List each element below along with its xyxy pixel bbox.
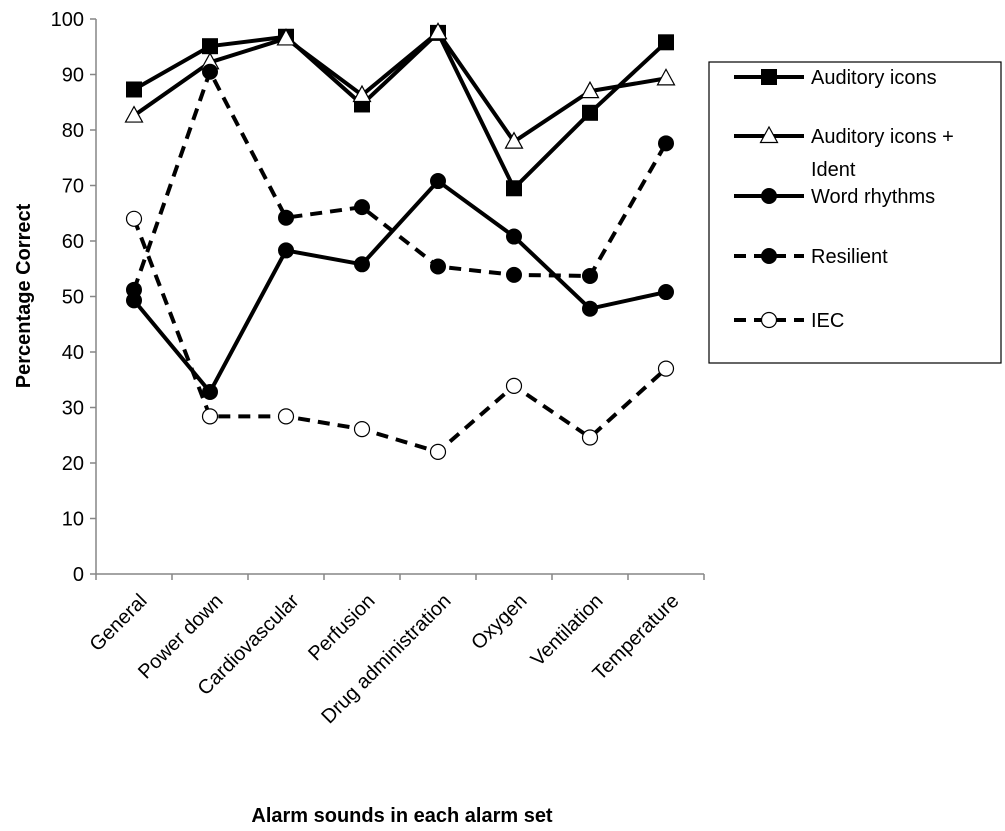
data-point bbox=[352, 84, 372, 103]
data-point bbox=[505, 377, 523, 394]
series-line bbox=[132, 69, 668, 291]
data-point bbox=[506, 180, 522, 197]
data-point bbox=[657, 360, 675, 377]
y-tick-label: 10 bbox=[62, 509, 84, 531]
series-2 bbox=[132, 30, 667, 144]
data-point bbox=[278, 242, 294, 259]
y-tick-label: 20 bbox=[62, 453, 84, 475]
data-point bbox=[428, 22, 448, 40]
x-axis-title: Alarm sounds in each alarm set bbox=[251, 805, 553, 827]
data-point bbox=[353, 421, 371, 438]
legend-label: Resilient bbox=[811, 246, 888, 268]
data-point bbox=[582, 300, 598, 317]
series-line bbox=[133, 30, 668, 191]
y-tick-label: 80 bbox=[62, 120, 84, 142]
series-4-markers bbox=[126, 63, 674, 298]
data-point bbox=[506, 228, 522, 245]
data-point bbox=[124, 105, 144, 123]
data-point bbox=[429, 443, 447, 460]
series-5 bbox=[132, 218, 668, 454]
data-point bbox=[125, 210, 143, 227]
series-line bbox=[132, 179, 667, 394]
y-tick-label: 50 bbox=[62, 287, 84, 309]
data-point bbox=[202, 38, 218, 55]
x-tick-label: Drug administration bbox=[317, 590, 455, 728]
legend-marker bbox=[759, 125, 779, 144]
data-point bbox=[582, 104, 598, 121]
y-tick-label: 30 bbox=[62, 398, 84, 420]
legend-marker bbox=[760, 311, 778, 329]
data-point bbox=[506, 266, 522, 283]
legend-marker bbox=[761, 69, 777, 85]
data-point bbox=[354, 199, 370, 216]
data-point bbox=[277, 408, 295, 425]
y-tick-label: 0 bbox=[73, 564, 84, 586]
data-point bbox=[202, 63, 218, 80]
legend-marker bbox=[761, 188, 777, 204]
series-layer bbox=[124, 22, 676, 460]
y-tick-label: 40 bbox=[62, 342, 84, 364]
data-point bbox=[430, 258, 446, 275]
series-1-markers bbox=[126, 24, 674, 197]
data-point bbox=[504, 131, 524, 149]
legend-label: IEC bbox=[811, 310, 844, 332]
x-tick-label: Perfusion bbox=[304, 590, 379, 665]
data-point bbox=[581, 429, 599, 446]
series-2-markers bbox=[124, 22, 676, 149]
data-point bbox=[656, 68, 676, 86]
x-tick-label: Ventilation bbox=[527, 590, 608, 671]
y-tick-label: 60 bbox=[62, 231, 84, 253]
series-3-markers bbox=[126, 173, 674, 400]
data-point bbox=[430, 173, 446, 190]
y-tick-label: 90 bbox=[62, 65, 84, 87]
legend-marker bbox=[761, 248, 777, 264]
legend-label: Word rhythms bbox=[811, 186, 935, 208]
y-tick-label: 70 bbox=[62, 176, 84, 198]
series-line bbox=[132, 30, 667, 144]
legend-label: Auditory icons bbox=[811, 67, 937, 89]
data-point bbox=[658, 34, 674, 51]
x-tick-label: General bbox=[86, 590, 152, 656]
series-line bbox=[132, 218, 668, 454]
data-point bbox=[126, 281, 142, 298]
legend-label: Ident bbox=[811, 159, 856, 181]
data-point bbox=[580, 80, 600, 99]
data-point bbox=[582, 267, 598, 284]
x-tick-label: Oxygen bbox=[467, 590, 531, 654]
data-point bbox=[354, 256, 370, 273]
data-point bbox=[126, 81, 142, 98]
series-5-markers bbox=[125, 210, 675, 460]
data-point bbox=[202, 383, 218, 400]
data-point bbox=[658, 284, 674, 301]
data-point bbox=[201, 408, 219, 425]
series-1 bbox=[133, 30, 668, 191]
series-3 bbox=[132, 179, 667, 394]
data-point bbox=[276, 28, 296, 46]
legend-box bbox=[708, 61, 1002, 364]
legend: Auditory icons Auditory icons + Ident Word … bbox=[708, 61, 1002, 364]
data-point bbox=[278, 209, 294, 226]
y-tick-label: 100 bbox=[51, 9, 84, 31]
legend-label: Auditory icons + bbox=[811, 126, 954, 148]
y-axis-title: Percentage Correct bbox=[13, 203, 35, 388]
series-4 bbox=[132, 69, 668, 291]
data-point bbox=[658, 135, 674, 152]
